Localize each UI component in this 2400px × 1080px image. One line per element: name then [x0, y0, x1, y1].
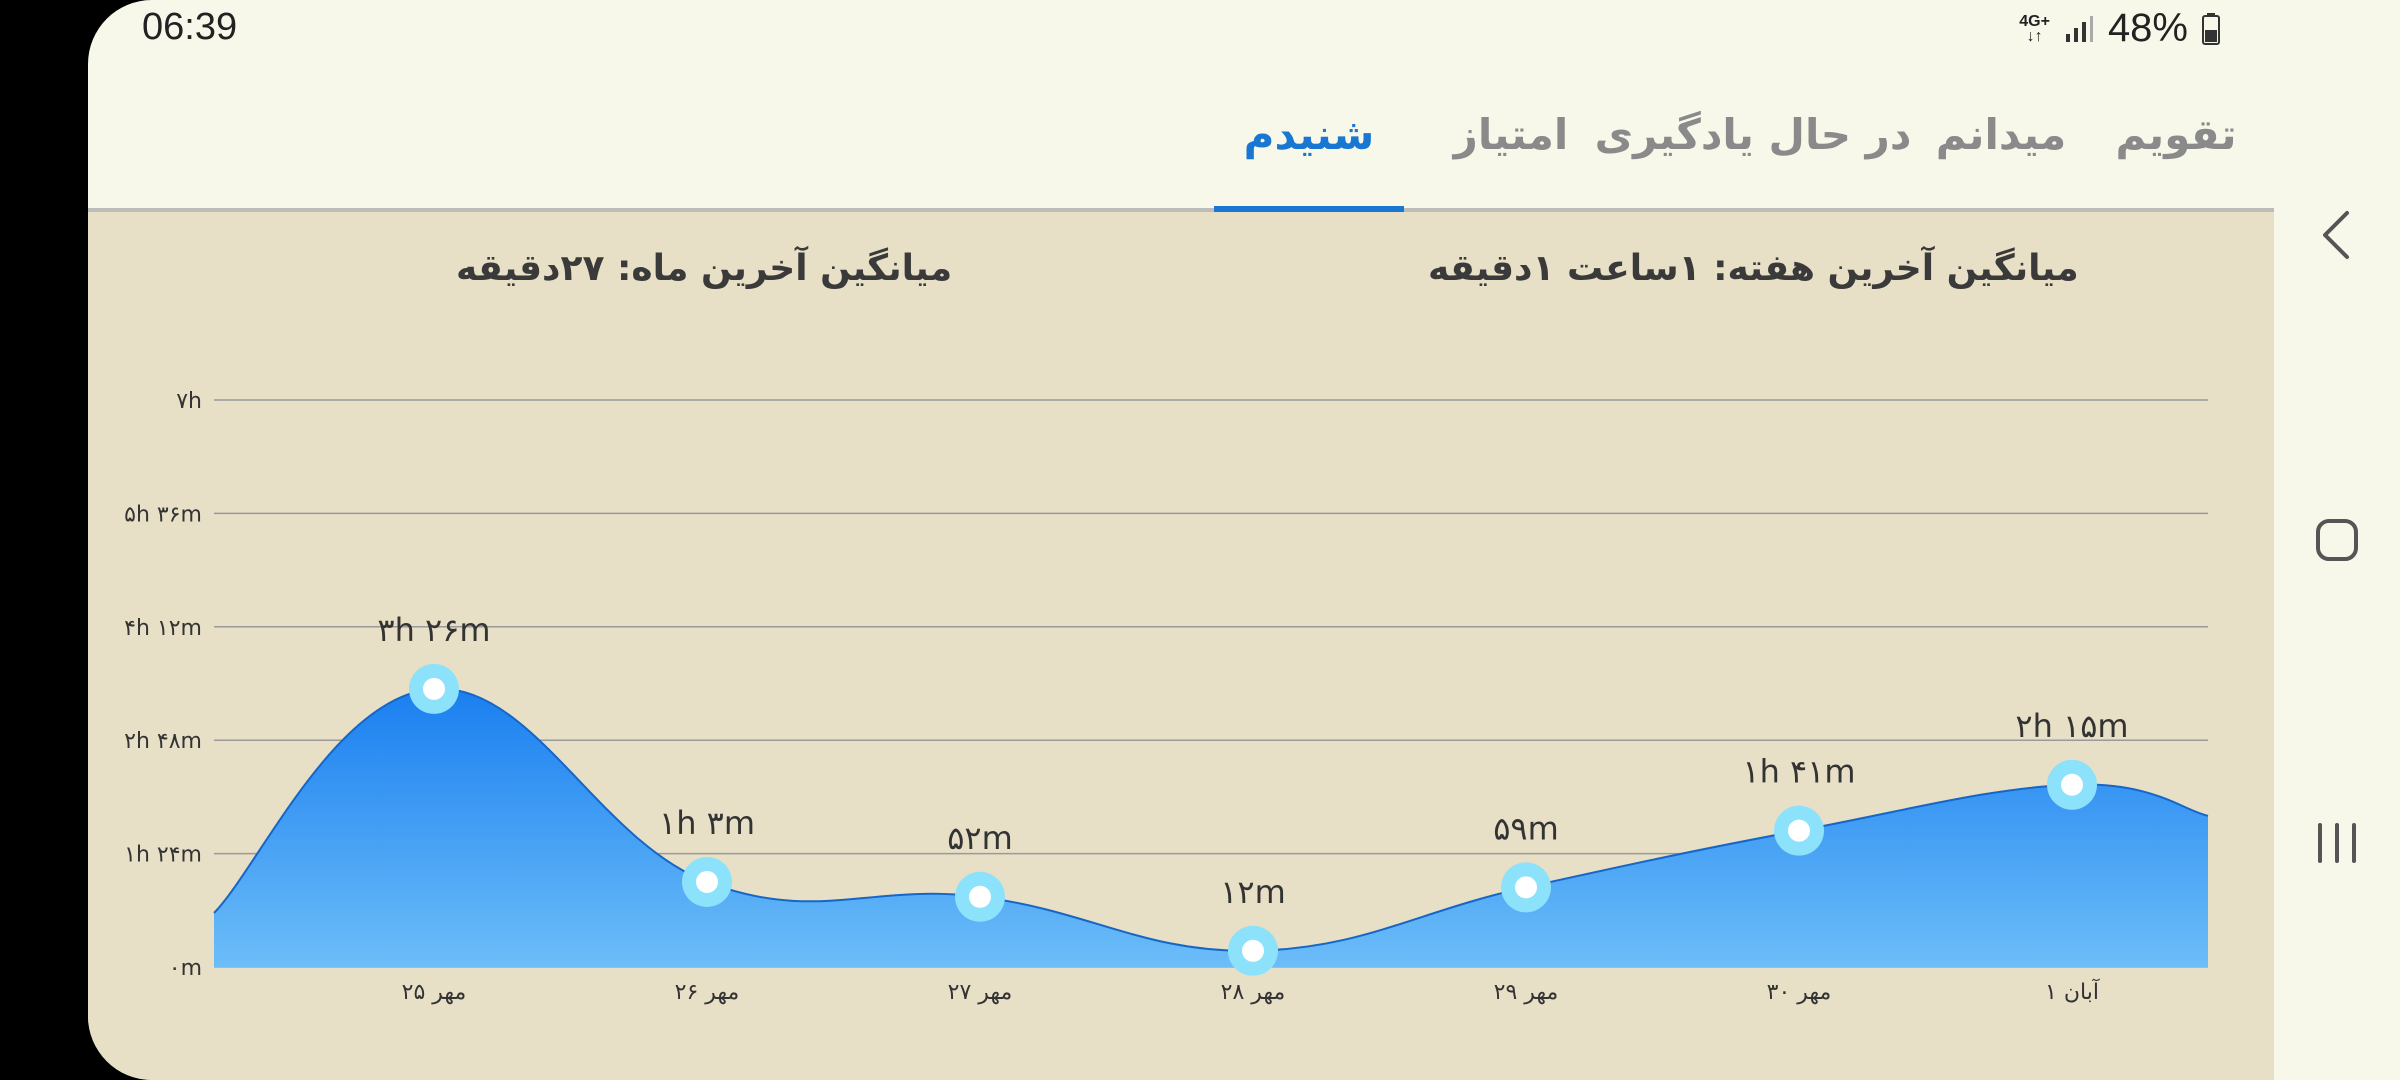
tab-heard[interactable]: شنیدم: [1214, 90, 1404, 214]
network-icon: 4G+ ↓↑: [2019, 12, 2050, 45]
y-tick-label: ۲h ۴۸m: [124, 729, 202, 754]
x-tick-label: ۲۷ مهر: [948, 980, 1013, 1005]
battery-icon: [2202, 12, 2220, 45]
network-arrows: ↓↑: [2026, 27, 2043, 45]
tab-score[interactable]: امتیاز: [1453, 110, 1569, 159]
listening-time-chart: ۰m ۱h ۲۴m ۲h ۴۸m ۴h ۱۲m ۵h ۳۶m ۷h ۳h ۲۶m ۲۵ مهر…: [124, 389, 2209, 1005]
data-label: ۱۲m: [1220, 873, 1286, 911]
x-tick-label: ۳۰ مهر: [1767, 980, 1832, 1005]
back-button[interactable]: [2274, 200, 2400, 270]
recents-icon: [2318, 823, 2356, 863]
tab-learning[interactable]: در حال یادگیری: [1594, 110, 1912, 159]
status-icons: 4G+ ↓↑ 48%: [2019, 6, 2220, 51]
data-point-center: [1242, 939, 1264, 962]
app-screen: 06:39 4G+ ↓↑ 48% تقویم میدانم در حال یاد…: [88, 0, 2274, 1080]
x-tick-label: ۲۸ مهر: [1221, 980, 1286, 1005]
home-icon: [2316, 519, 2358, 561]
data-point-center: [969, 885, 991, 908]
stats-panel: میانگین آخرین هفته: ۱ساعت ۱دقیقه میانگین…: [88, 212, 2274, 1080]
weekly-average: میانگین آخرین هفته: ۱ساعت ۱دقیقه: [1428, 248, 2079, 289]
y-tick-label: ۱h ۲۴m: [124, 843, 202, 868]
network-type: 4G+: [2019, 12, 2050, 30]
data-label: ۱h ۴۱m: [1742, 753, 1855, 791]
x-tick-label: ۲۶ مهر: [675, 980, 740, 1005]
battery-level: 48%: [2107, 6, 2188, 50]
data-label: ۵۹m: [1493, 809, 1559, 847]
monthly-average: میانگین آخرین ماه: ۲۷دقیقه: [456, 248, 953, 289]
back-icon: [2323, 211, 2349, 259]
data-point-center: [2061, 773, 2083, 796]
status-time: 06:39: [142, 6, 238, 48]
signal-icon: [2065, 15, 2093, 42]
y-tick-label: ۰m: [169, 956, 202, 981]
recents-button[interactable]: [2274, 808, 2400, 878]
area-line: [213, 687, 2209, 952]
tab-known[interactable]: میدانم: [1935, 110, 2067, 159]
tab-calendar[interactable]: تقویم: [2115, 110, 2237, 159]
data-point-center: [1788, 819, 1810, 842]
y-tick-label: ۴h ۱۲m: [124, 616, 202, 641]
data-point-center: [1515, 876, 1537, 899]
data-point-center: [423, 677, 445, 700]
data-label: ۵۲m: [947, 819, 1013, 857]
data-label: ۲h ۱۵m: [2015, 707, 2128, 745]
data-label: ۳h ۲۶m: [377, 611, 490, 649]
area-fill: [214, 688, 2208, 967]
x-tick-label: ۲۵ مهر: [402, 980, 467, 1005]
system-navigation-bar: [2274, 0, 2400, 1080]
y-tick-label: ۵h ۳۶m: [124, 502, 202, 527]
home-button[interactable]: [2274, 505, 2400, 575]
y-tick-label: ۷h: [176, 389, 202, 414]
data-point-center: [696, 870, 718, 893]
x-tick-label: ۱ آبان: [2045, 978, 2100, 1005]
x-tick-label: ۲۹ مهر: [1494, 980, 1559, 1005]
tab-bar: تقویم میدانم در حال یادگیری امتیاز شنیدم: [88, 90, 2274, 214]
data-label: ۱h ۳m: [659, 804, 755, 842]
